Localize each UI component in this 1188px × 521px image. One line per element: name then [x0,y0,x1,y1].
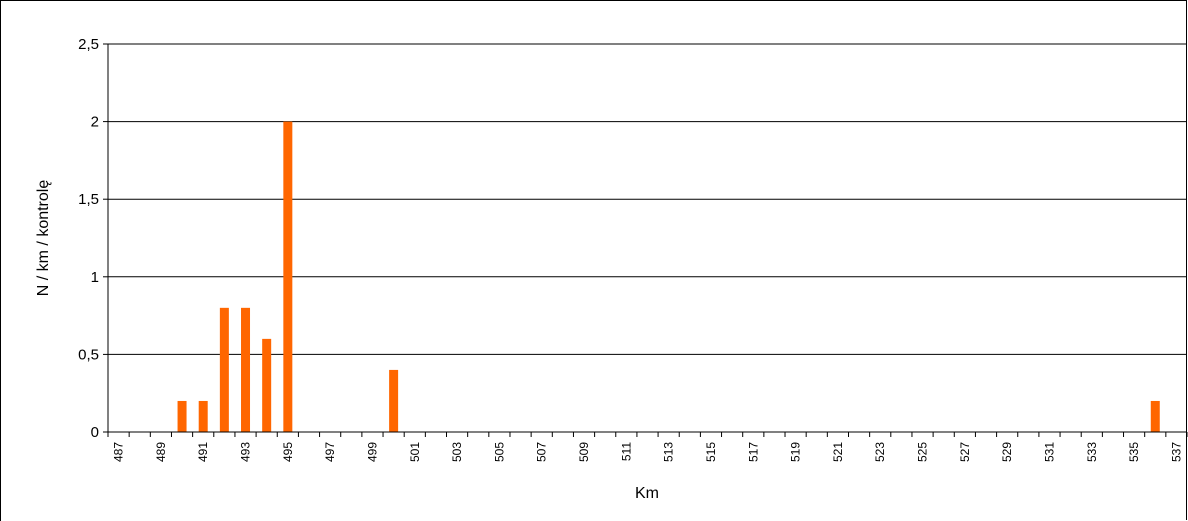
x-tick-label: 521 [831,442,845,462]
bar [177,400,187,432]
bar [389,369,399,432]
bar [1150,400,1160,432]
x-tick-label: 515 [704,442,718,462]
x-tick-label: 537 [1169,442,1183,462]
gridlines [108,43,1187,355]
bar [198,400,208,432]
bar [219,307,229,432]
bar [241,307,251,432]
x-tick-label: 533 [1085,442,1099,462]
y-ticks: 0 0,5 1 1,5 2 2,5 [78,36,108,441]
x-tick-label: 503 [450,442,464,462]
y-tick-label: 1,5 [78,191,99,208]
axes [107,44,1187,433]
y-tick-label: 0,5 [78,346,99,363]
chart-border-left [0,0,1,521]
x-tick-label: 505 [492,442,506,462]
x-tick-label: 489 [154,442,168,462]
x-tick-label: 527 [958,442,972,462]
y-tick-label: 1 [91,269,99,286]
x-tick-label: 535 [1127,442,1141,462]
bar [283,121,293,432]
x-tick-label: 497 [323,442,337,462]
y-tick-label: 2,5 [78,36,99,53]
x-ticks: 487 489 491 493 495 497 499 501 503 505 507 509 511 5… [107,432,1188,462]
bars [177,121,1160,432]
x-tick-label: 487 [112,442,126,462]
y-tick-label: 0 [91,424,99,441]
x-tick-label: 517 [746,442,760,462]
x-tick-label: 513 [662,442,676,462]
x-tick-label: 491 [196,442,210,462]
x-tick-label: 509 [577,442,591,462]
x-tick-label: 511 [619,442,633,461]
y-tick-label: 2 [91,114,99,131]
x-tick-label: 531 [1042,442,1056,462]
x-axis-title: Km [635,485,659,502]
x-tick-label: 495 [281,442,295,462]
x-tick-label: 525 [916,442,930,462]
x-tick-label: 501 [408,442,422,462]
bar [262,338,272,432]
x-tick-label: 493 [239,442,253,462]
x-tick-label: 529 [1000,442,1014,462]
x-tick-label: 519 [789,442,803,462]
x-tick-label: 499 [365,442,379,462]
x-tick-label: 523 [873,442,887,462]
y-axis-title: N / km / kontrolę [35,180,52,297]
x-tick-label: 507 [535,442,549,462]
